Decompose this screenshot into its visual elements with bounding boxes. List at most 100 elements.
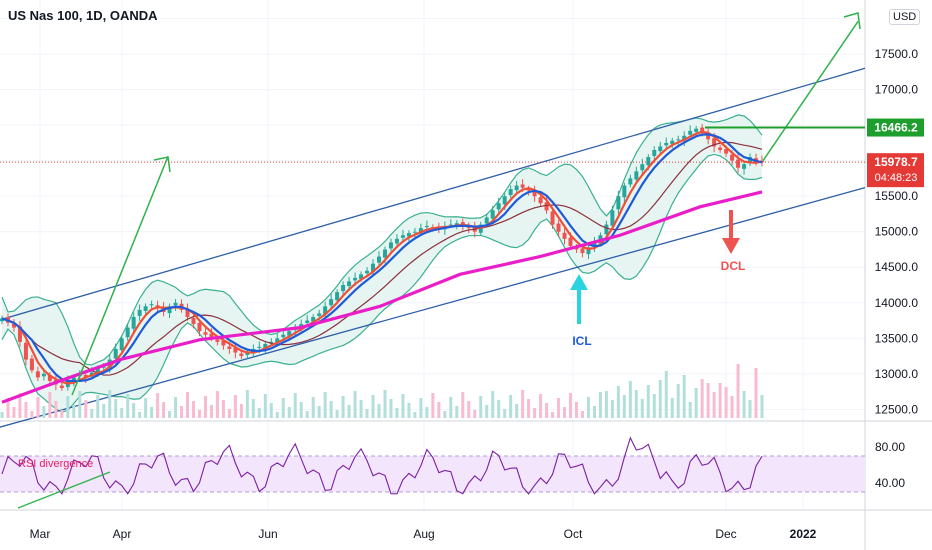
volume-bar: [90, 409, 94, 418]
price-axis-labels: 12500.0 13000.0 13500.0 14000.0 14500.0 15000…: [875, 12, 919, 417]
candle-body: [604, 224, 609, 235]
candle-body: [388, 242, 393, 249]
volume-bar: [497, 400, 501, 418]
volume-bar: [227, 409, 231, 418]
volume-bar: [126, 394, 130, 418]
candle-body: [742, 164, 747, 169]
last-price-label-box: [867, 153, 924, 188]
volume-bar: [557, 398, 561, 418]
candle-body: [35, 371, 40, 378]
candle-body: [724, 148, 729, 154]
candle-body: [275, 338, 280, 343]
volume-bar: [24, 402, 28, 418]
projection-arrow-2-head: [843, 12, 861, 30]
candle-body: [646, 157, 651, 166]
volume-bar: [419, 398, 423, 418]
candle-body: [400, 235, 405, 238]
volume-bar: [592, 406, 596, 418]
candle-body: [700, 127, 705, 133]
candle-body: [706, 133, 711, 140]
rsi-divergence-line: [17, 471, 111, 509]
time-axis-labels: Mar Apr Jun Aug Oct Dec 2022: [30, 527, 817, 541]
candle-body: [11, 323, 16, 328]
ma-fast-red: [1, 130, 763, 385]
volume-bar: [371, 395, 375, 418]
volume-bar: [197, 410, 201, 418]
candle-body: [556, 223, 561, 232]
candle-body: [484, 217, 489, 224]
candle-body: [664, 142, 669, 146]
candle-body: [317, 313, 322, 316]
volume-bar: [586, 397, 590, 418]
volume-bar: [168, 411, 172, 418]
volume-bar: [341, 396, 345, 418]
rsi-tick: 80.00: [875, 440, 905, 454]
volume-bar: [634, 390, 638, 418]
volume-bar: [545, 403, 549, 418]
volume-bar: [329, 401, 333, 418]
volume-bar: [305, 411, 309, 418]
projection-arrow-1-head: [153, 156, 171, 173]
price-tick: 17000.0: [875, 83, 919, 97]
volume-bar: [389, 399, 393, 418]
candle-body: [628, 178, 633, 185]
candle-body: [514, 185, 519, 191]
candle-body: [406, 233, 411, 237]
volume-bar: [700, 379, 704, 418]
candle-body: [508, 189, 513, 196]
volume-bar: [102, 404, 106, 418]
volume-bar: [563, 407, 567, 418]
volume-bar: [162, 402, 166, 418]
volume-bar: [407, 403, 411, 418]
volume-bar: [616, 386, 620, 418]
time-tick: Apr: [113, 527, 132, 541]
candle-body: [233, 347, 238, 353]
price-tick: 15500.0: [875, 189, 919, 203]
volume-bar: [485, 405, 489, 418]
candle-body: [670, 140, 675, 144]
candle-body: [23, 342, 28, 360]
candle-body: [95, 368, 100, 374]
currency-selector[interactable]: USD: [889, 9, 921, 25]
candle-body: [586, 247, 591, 255]
ma-long: [1, 190, 763, 404]
volume-bar: [455, 406, 459, 418]
volume-bar: [628, 381, 632, 418]
volume-bar: [347, 405, 351, 418]
candle-body: [209, 333, 214, 339]
candle-body: [538, 197, 543, 204]
volume-bar: [114, 399, 118, 418]
volume-bar: [437, 402, 441, 418]
candle-body: [526, 188, 531, 191]
volume-bar: [604, 391, 608, 418]
candle-body: [568, 237, 573, 246]
candle-body: [239, 353, 244, 357]
candle-body: [185, 308, 190, 317]
volume-bar: [652, 394, 656, 418]
candle-body: [418, 228, 423, 233]
dcl-label: DCL: [721, 259, 746, 273]
candle-body: [257, 346, 262, 348]
candle-body: [562, 232, 567, 239]
candle-body: [137, 309, 142, 316]
candle-body: [448, 224, 453, 226]
volume-bar: [461, 392, 465, 418]
candle-body: [718, 147, 723, 150]
volume-bar: [760, 395, 764, 418]
volume-bar: [676, 384, 680, 418]
volume-bar: [718, 383, 722, 418]
candle-body: [59, 385, 64, 389]
rsi-line: [1, 436, 763, 495]
candle-body: [347, 281, 352, 287]
volume-bar: [174, 397, 178, 418]
volume-bar: [730, 396, 734, 418]
volume-bar: [269, 403, 273, 418]
volume-bar: [359, 400, 363, 418]
candle-body: [119, 338, 124, 351]
candle-body: [610, 210, 615, 226]
volume-bar: [251, 399, 255, 418]
volume-bar: [281, 398, 285, 418]
volume-bar: [42, 406, 46, 418]
volume-bar: [275, 412, 279, 418]
